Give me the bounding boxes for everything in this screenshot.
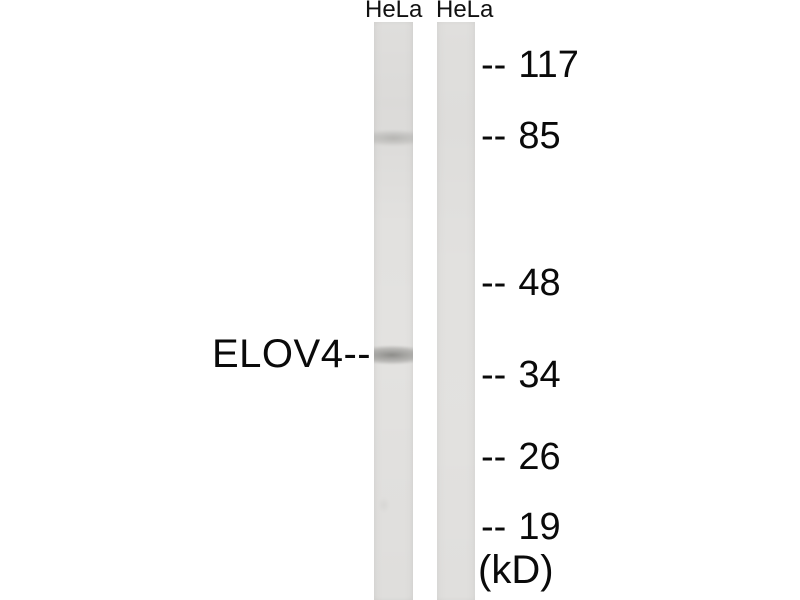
blot-lane-2 (437, 22, 475, 600)
mw-marker-26: -- 26 (481, 438, 561, 476)
kd-unit-label: (kD) (478, 548, 554, 592)
marker-value: 48 (518, 262, 561, 304)
mw-marker-48: -- 48 (481, 264, 561, 302)
marker-value: 19 (518, 506, 561, 548)
mw-marker-19: -- 19 (481, 508, 561, 546)
lane-1-band-85kd (374, 129, 413, 147)
marker-dash: -- (481, 506, 507, 548)
mw-marker-117: -- 117 (481, 46, 579, 84)
marker-value: 26 (518, 436, 561, 478)
marker-dash: -- (481, 262, 507, 304)
mw-marker-34: -- 34 (481, 356, 561, 394)
marker-value: 85 (518, 115, 561, 157)
marker-dash: -- (481, 115, 507, 157)
marker-dash: -- (481, 436, 507, 478)
lane-1-label: HeLa (365, 0, 423, 23)
lane-2-label: HeLa (436, 0, 494, 23)
lane-1-smudge (376, 494, 392, 516)
target-protein-label: ELOV4-- (212, 332, 372, 377)
marker-dash: -- (481, 44, 507, 86)
lane-1-band-elov4 (374, 345, 413, 365)
marker-value: 34 (518, 354, 561, 396)
blot-lane-1 (374, 22, 413, 600)
marker-value: 117 (518, 44, 579, 86)
mw-marker-85: -- 85 (481, 117, 561, 155)
marker-dash: -- (481, 354, 507, 396)
